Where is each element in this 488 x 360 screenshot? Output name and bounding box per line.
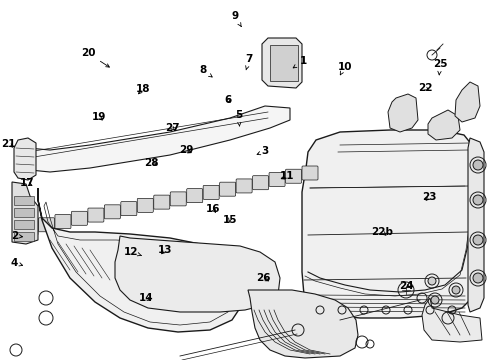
Text: 18: 18 <box>135 84 150 94</box>
Circle shape <box>472 160 482 170</box>
FancyBboxPatch shape <box>268 172 285 186</box>
Text: 27: 27 <box>164 123 179 133</box>
Text: 5: 5 <box>235 110 242 126</box>
Text: 1: 1 <box>293 56 306 68</box>
Text: 20: 20 <box>81 48 109 67</box>
Polygon shape <box>115 236 280 312</box>
FancyBboxPatch shape <box>22 221 38 235</box>
Text: 15: 15 <box>222 215 237 225</box>
FancyBboxPatch shape <box>137 198 153 212</box>
Text: 16: 16 <box>205 204 220 214</box>
Circle shape <box>451 286 459 294</box>
Circle shape <box>427 277 435 285</box>
Polygon shape <box>467 138 483 312</box>
Text: 2: 2 <box>11 231 22 241</box>
FancyBboxPatch shape <box>88 208 103 222</box>
Text: 8: 8 <box>199 65 212 77</box>
Text: 24: 24 <box>399 281 413 291</box>
FancyBboxPatch shape <box>121 202 137 216</box>
Bar <box>269 45 297 81</box>
Text: 10: 10 <box>337 62 351 75</box>
FancyBboxPatch shape <box>302 166 317 180</box>
Polygon shape <box>454 82 479 122</box>
Text: 11: 11 <box>280 171 294 181</box>
FancyBboxPatch shape <box>252 176 268 190</box>
Text: 9: 9 <box>231 11 241 27</box>
Text: 26: 26 <box>255 273 270 283</box>
Bar <box>14 220 34 229</box>
Text: 17: 17 <box>20 178 34 188</box>
Text: 19: 19 <box>91 112 106 122</box>
Text: 25: 25 <box>432 59 447 75</box>
FancyBboxPatch shape <box>285 169 301 183</box>
Circle shape <box>472 195 482 205</box>
Circle shape <box>430 296 438 304</box>
Text: 3: 3 <box>257 146 268 156</box>
Circle shape <box>472 235 482 245</box>
FancyBboxPatch shape <box>39 218 54 232</box>
FancyBboxPatch shape <box>236 179 252 193</box>
Polygon shape <box>302 130 474 318</box>
FancyBboxPatch shape <box>186 189 203 203</box>
Text: 6: 6 <box>224 95 231 105</box>
Text: 23: 23 <box>421 192 436 202</box>
Text: 29: 29 <box>178 145 193 156</box>
Text: 21: 21 <box>1 139 16 149</box>
Polygon shape <box>14 138 36 180</box>
FancyBboxPatch shape <box>203 185 219 199</box>
Text: 14: 14 <box>138 293 153 303</box>
Text: 28: 28 <box>144 158 159 168</box>
Text: 7: 7 <box>245 54 253 70</box>
FancyBboxPatch shape <box>71 211 87 225</box>
Polygon shape <box>421 298 481 342</box>
Circle shape <box>472 273 482 283</box>
FancyBboxPatch shape <box>104 205 120 219</box>
FancyBboxPatch shape <box>170 192 186 206</box>
Polygon shape <box>247 290 357 358</box>
Text: 12: 12 <box>123 247 141 257</box>
Polygon shape <box>38 188 244 332</box>
Text: 22b: 22b <box>371 227 392 237</box>
Bar <box>14 196 34 205</box>
FancyBboxPatch shape <box>153 195 169 209</box>
Bar <box>14 232 34 241</box>
Text: 13: 13 <box>158 245 172 255</box>
Polygon shape <box>12 182 38 244</box>
Text: 22: 22 <box>417 83 432 93</box>
Polygon shape <box>427 110 459 140</box>
Text: 4: 4 <box>11 258 22 268</box>
FancyBboxPatch shape <box>55 215 71 229</box>
Polygon shape <box>387 94 417 132</box>
Polygon shape <box>262 38 302 88</box>
Polygon shape <box>18 106 289 172</box>
Bar <box>14 208 34 217</box>
FancyBboxPatch shape <box>219 182 235 196</box>
